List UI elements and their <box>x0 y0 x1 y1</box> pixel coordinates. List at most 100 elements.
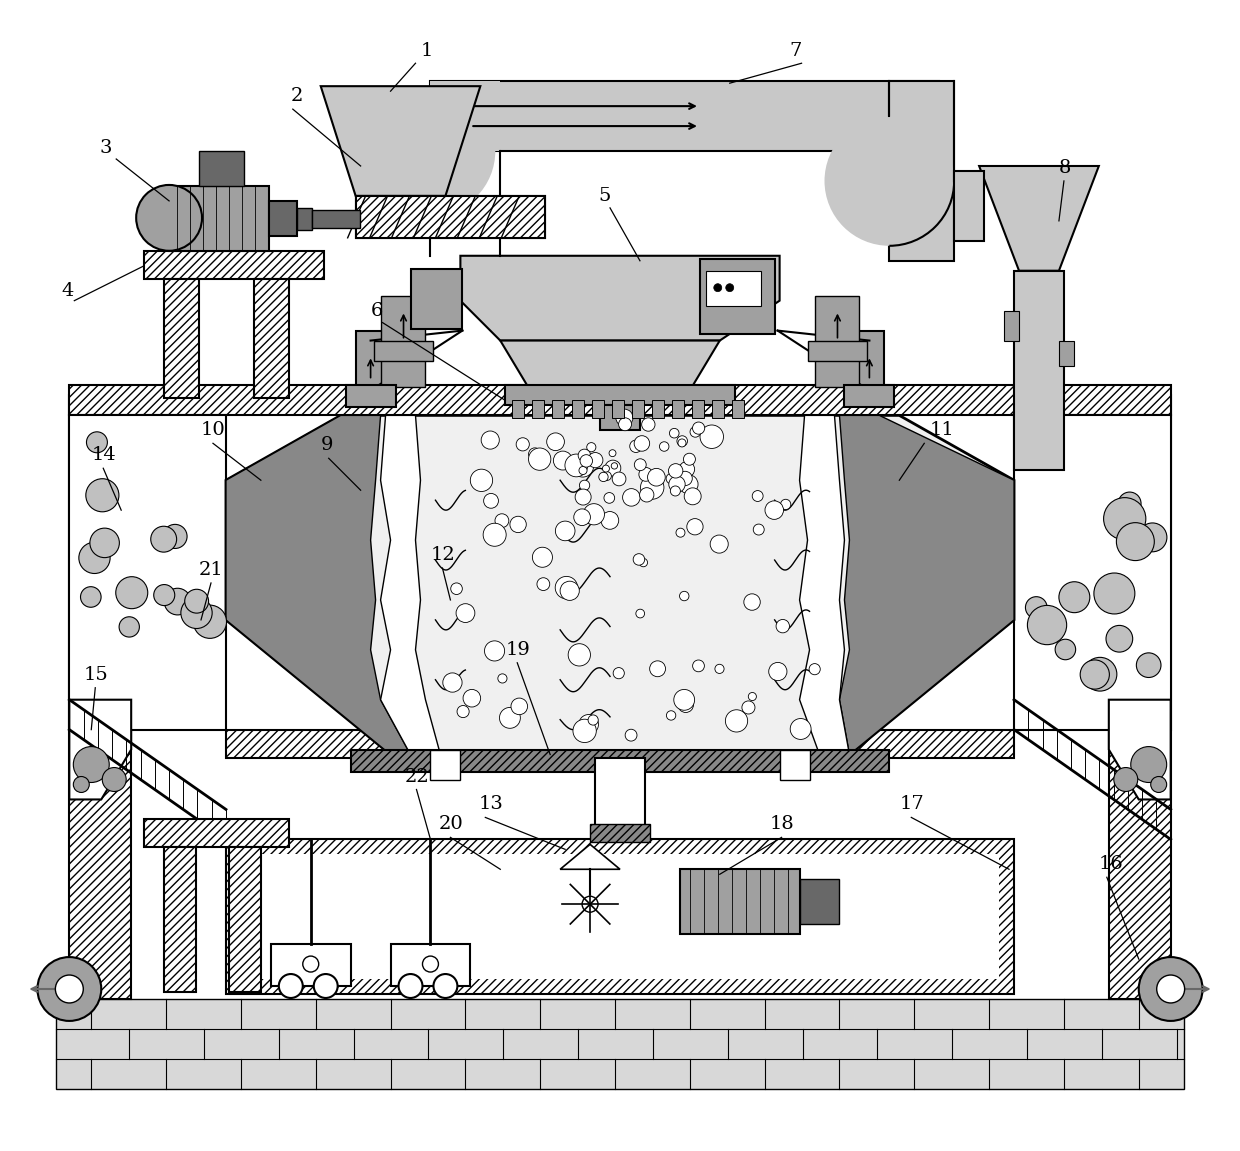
Circle shape <box>611 463 618 470</box>
Bar <box>652 401 663 418</box>
Circle shape <box>481 430 500 449</box>
Bar <box>56 999 1184 1089</box>
Circle shape <box>154 585 175 605</box>
Bar <box>373 341 434 360</box>
Bar <box>815 356 859 388</box>
Text: 5: 5 <box>598 186 610 205</box>
Bar <box>69 416 226 730</box>
Polygon shape <box>1109 700 1171 800</box>
Circle shape <box>647 468 665 486</box>
Circle shape <box>119 617 139 637</box>
Circle shape <box>619 418 631 430</box>
Bar <box>672 401 683 418</box>
Text: 18: 18 <box>770 815 795 833</box>
Circle shape <box>678 698 693 712</box>
Text: 8: 8 <box>1059 159 1071 177</box>
Circle shape <box>398 974 423 998</box>
Text: 21: 21 <box>198 561 223 579</box>
Circle shape <box>634 554 645 565</box>
Circle shape <box>79 542 110 573</box>
Bar <box>692 401 704 418</box>
Bar <box>410 268 463 328</box>
Bar <box>595 757 645 828</box>
Bar <box>955 171 985 241</box>
Circle shape <box>87 432 108 452</box>
Bar <box>144 820 289 847</box>
Circle shape <box>670 479 680 488</box>
Bar <box>430 749 460 779</box>
Bar <box>680 869 800 935</box>
Polygon shape <box>69 700 131 800</box>
Circle shape <box>556 577 578 599</box>
Text: 12: 12 <box>430 546 455 564</box>
Text: 10: 10 <box>201 421 226 440</box>
Bar <box>1014 416 1171 730</box>
Circle shape <box>580 455 593 467</box>
Bar <box>1004 311 1019 341</box>
Circle shape <box>625 730 637 741</box>
Circle shape <box>609 450 616 457</box>
Circle shape <box>115 577 148 609</box>
Bar <box>572 401 584 418</box>
Circle shape <box>573 719 596 742</box>
Circle shape <box>582 897 598 913</box>
Circle shape <box>660 442 668 451</box>
Polygon shape <box>381 416 440 755</box>
Circle shape <box>725 710 748 732</box>
Circle shape <box>684 488 701 505</box>
Circle shape <box>1138 958 1203 1021</box>
Bar <box>505 386 735 405</box>
Circle shape <box>1106 625 1132 653</box>
Circle shape <box>634 436 650 451</box>
Bar <box>254 279 289 398</box>
Bar <box>198 151 244 186</box>
Circle shape <box>102 768 126 792</box>
Circle shape <box>605 460 621 477</box>
Circle shape <box>151 526 176 552</box>
Bar <box>712 401 724 418</box>
Bar <box>226 730 1014 757</box>
Circle shape <box>668 464 683 478</box>
Bar <box>732 401 744 418</box>
Circle shape <box>1023 447 1043 466</box>
Circle shape <box>677 436 687 447</box>
Bar <box>1014 270 1064 471</box>
Text: 9: 9 <box>321 436 334 455</box>
Polygon shape <box>800 416 849 755</box>
Circle shape <box>366 86 495 216</box>
Circle shape <box>495 513 508 527</box>
Circle shape <box>1094 573 1135 613</box>
Circle shape <box>86 479 119 512</box>
Circle shape <box>603 472 611 480</box>
Polygon shape <box>321 86 480 196</box>
Circle shape <box>776 619 790 633</box>
Bar <box>346 386 396 407</box>
Circle shape <box>689 427 701 437</box>
Circle shape <box>193 605 227 639</box>
Circle shape <box>450 582 463 595</box>
Circle shape <box>668 477 686 493</box>
Circle shape <box>601 511 619 529</box>
Circle shape <box>678 471 692 486</box>
Circle shape <box>497 673 507 683</box>
Circle shape <box>613 668 624 679</box>
Polygon shape <box>226 416 1014 755</box>
Circle shape <box>303 956 319 973</box>
Circle shape <box>1055 639 1075 660</box>
Circle shape <box>164 588 191 615</box>
Circle shape <box>423 956 439 973</box>
Circle shape <box>528 448 541 460</box>
Circle shape <box>588 452 603 467</box>
Circle shape <box>1025 596 1047 618</box>
Bar <box>807 341 868 360</box>
Circle shape <box>678 439 686 447</box>
Circle shape <box>769 663 787 680</box>
Circle shape <box>73 777 89 793</box>
Circle shape <box>485 641 505 661</box>
Circle shape <box>484 524 506 547</box>
Bar <box>1059 341 1074 366</box>
Circle shape <box>1114 768 1138 792</box>
Circle shape <box>314 974 337 998</box>
Circle shape <box>1104 497 1146 540</box>
Text: 17: 17 <box>899 795 924 814</box>
